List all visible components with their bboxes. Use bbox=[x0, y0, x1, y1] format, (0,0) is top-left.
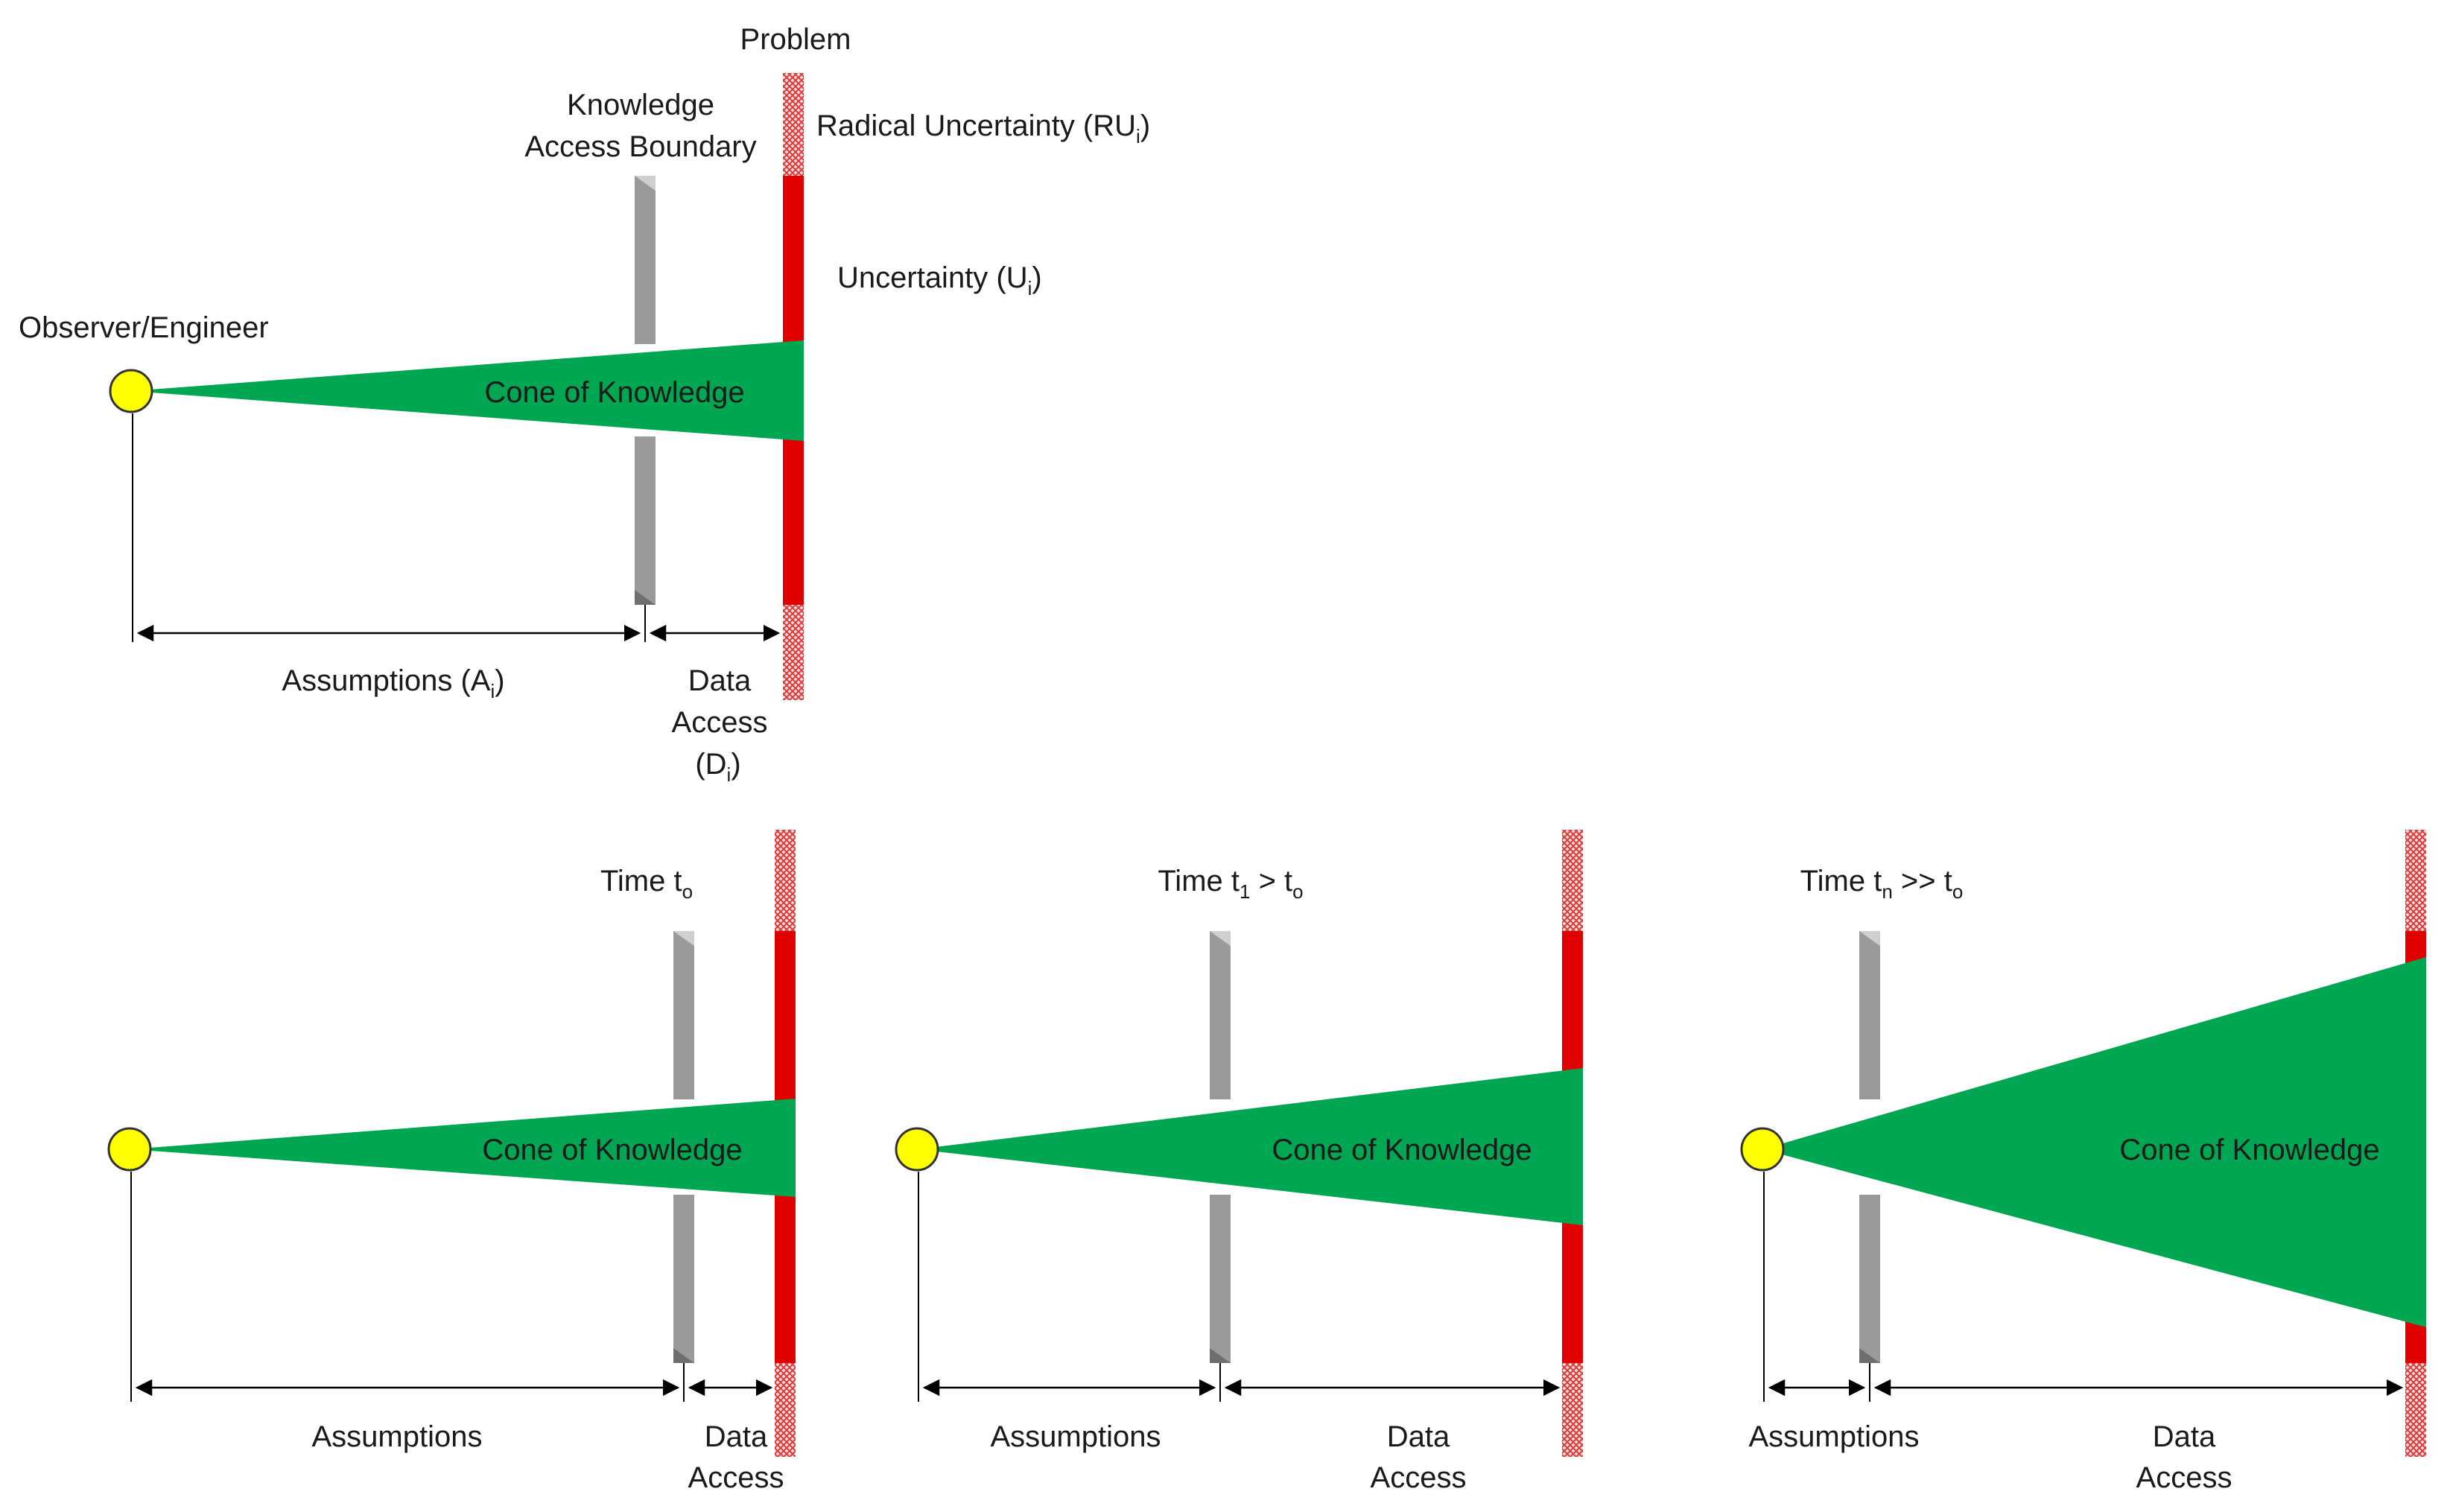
panel-radical-uncertainty-top bbox=[2405, 830, 2426, 931]
panel-observer bbox=[109, 1128, 150, 1170]
observer-label: Observer/Engineer bbox=[19, 311, 269, 344]
time-panel-1: Time to Cone of Knowledge Assumptions Data A… bbox=[109, 830, 796, 1494]
top-access-label: Access bbox=[672, 706, 768, 739]
panel-radical-uncertainty-top bbox=[1562, 830, 1583, 931]
panel-assumptions-label: Assumptions bbox=[312, 1420, 483, 1453]
time-panel-3: Time tn >> to Cone of Knowledge Assumption… bbox=[1742, 830, 2426, 1494]
top-radical-uncertainty-top bbox=[783, 73, 804, 176]
boundary-label-line2: Access Boundary bbox=[524, 130, 756, 163]
panel-radical-uncertainty-top bbox=[775, 830, 796, 931]
top-cone-label: Cone of Knowledge bbox=[484, 376, 744, 409]
panel-observer bbox=[896, 1128, 938, 1170]
top-diagram: Problem Observer/Engineer Knowledge Acce… bbox=[19, 23, 1150, 786]
panel-assumptions-label: Assumptions bbox=[991, 1420, 1161, 1453]
panel-access-label: Access bbox=[688, 1461, 784, 1494]
time-panel-2: Time t1 > to Cone of Knowledge Assumptions… bbox=[896, 830, 1583, 1494]
panel-time-label: Time tn >> to bbox=[1800, 865, 1964, 903]
panel-cone-label: Cone of Knowledge bbox=[482, 1134, 742, 1166]
panel-data-label: Data bbox=[1387, 1420, 1450, 1453]
top-di-label: (Di) bbox=[695, 748, 740, 786]
panel-access-label: Access bbox=[1371, 1461, 1467, 1494]
panel-time-label: Time to bbox=[600, 865, 693, 903]
panel-radical-uncertainty-bottom bbox=[2405, 1363, 2426, 1457]
time-panels: Time to Cone of Knowledge Assumptions Data A… bbox=[109, 830, 2426, 1494]
radical-uncertainty-label: Radical Uncertainty (RUi) bbox=[816, 109, 1150, 147]
top-observer bbox=[110, 370, 152, 412]
panel-radical-uncertainty-bottom bbox=[1562, 1363, 1583, 1457]
panel-radical-uncertainty-bottom bbox=[775, 1363, 796, 1457]
panel-time-label: Time t1 > to bbox=[1158, 865, 1303, 903]
boundary-label-line1: Knowledge bbox=[567, 89, 714, 121]
panel-observer bbox=[1742, 1128, 1783, 1170]
panel-access-label: Access bbox=[2136, 1461, 2232, 1494]
uncertainty-label: Uncertainty (Ui) bbox=[837, 261, 1042, 299]
panel-assumptions-label: Assumptions bbox=[1749, 1420, 1920, 1453]
panel-cone-label: Cone of Knowledge bbox=[2119, 1134, 2379, 1166]
panel-data-label: Data bbox=[705, 1420, 768, 1453]
panel-cone-label: Cone of Knowledge bbox=[1272, 1134, 1532, 1166]
top-assumptions-label: Assumptions (Ai) bbox=[282, 664, 504, 702]
problem-label: Problem bbox=[740, 23, 851, 56]
panel-data-label: Data bbox=[2153, 1420, 2216, 1453]
top-radical-uncertainty-bottom bbox=[783, 605, 804, 700]
top-data-label: Data bbox=[688, 664, 752, 697]
